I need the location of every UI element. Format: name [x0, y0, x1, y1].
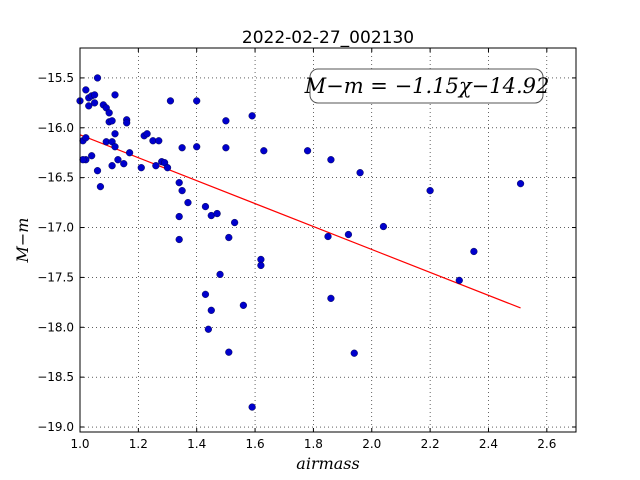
data-point [225, 348, 233, 356]
data-point [85, 102, 93, 110]
data-point [175, 235, 183, 244]
chart-title: 2022-02-27_002130 [242, 28, 414, 48]
data-point [166, 97, 175, 105]
y-tick-label: −16.0 [37, 121, 74, 135]
data-point [108, 117, 116, 125]
data-points [76, 74, 525, 411]
data-point [82, 86, 90, 94]
x-tick-label: 1.8 [304, 437, 323, 451]
data-point [90, 91, 99, 99]
x-tick-label: 1.0 [70, 437, 89, 451]
data-point [257, 255, 265, 264]
y-tick-label: −18.5 [37, 370, 74, 384]
data-point [155, 137, 163, 145]
x-tick-label: 2.4 [479, 437, 498, 451]
data-point [193, 143, 201, 151]
data-point [79, 156, 87, 164]
data-point [257, 261, 265, 270]
y-tick-label: −15.5 [37, 71, 74, 85]
x-tick-label: 2.6 [537, 437, 556, 451]
x-tick-label: 2.2 [421, 437, 440, 451]
data-point [426, 187, 434, 195]
data-point [213, 209, 221, 218]
data-point [175, 212, 183, 221]
data-point [516, 180, 525, 188]
x-tick-label: 1.6 [246, 437, 265, 451]
data-point [260, 147, 268, 155]
data-point [96, 183, 105, 191]
data-point [178, 144, 186, 152]
data-point [222, 117, 230, 125]
x-tick-labels: 1.0 1.2 1.4 1.6 1.8 2.0 2.2 2.4 2.6 [70, 437, 556, 451]
data-point [93, 167, 102, 175]
data-point [111, 143, 119, 151]
axis-ticks [79, 48, 576, 432]
data-point [216, 270, 224, 279]
data-point [324, 232, 332, 241]
data-point [184, 198, 192, 207]
data-point [88, 152, 96, 160]
data-point [163, 164, 172, 172]
data-point [344, 230, 353, 239]
data-point [108, 162, 116, 170]
annotation-box [309, 68, 544, 104]
data-point [248, 112, 256, 120]
data-point [111, 91, 119, 99]
data-point [120, 160, 128, 168]
y-axis-label: M−m [13, 218, 32, 264]
data-point [225, 233, 233, 242]
y-tick-label: −17.0 [37, 221, 74, 235]
y-tick-label: −17.5 [37, 270, 74, 284]
data-point [105, 109, 113, 117]
data-point [137, 164, 145, 172]
data-point [126, 149, 134, 157]
data-point [193, 97, 201, 105]
data-point [303, 147, 312, 155]
y-tick-label: −18.0 [37, 320, 74, 334]
data-point [350, 349, 358, 357]
data-point [82, 134, 90, 142]
fit-equation-annotation: M−m = −1.15χ−14.92 [304, 74, 550, 98]
data-point [455, 276, 463, 284]
data-point [356, 169, 364, 177]
data-point [379, 222, 388, 231]
data-point [123, 119, 131, 127]
x-axis-label: airmass [296, 454, 359, 473]
data-point [470, 247, 478, 256]
x-tick-label: 2.0 [362, 437, 381, 451]
data-point [114, 156, 122, 164]
data-point [90, 99, 99, 107]
data-point [239, 301, 247, 309]
data-point [178, 187, 186, 195]
data-point [222, 144, 230, 152]
x-tick-label: 1.4 [187, 437, 206, 451]
data-point [143, 130, 151, 138]
data-point [231, 218, 239, 227]
data-point [204, 325, 212, 333]
y-tick-label: −19.0 [37, 420, 74, 434]
data-point [327, 294, 335, 302]
data-point [207, 306, 215, 314]
data-point [201, 202, 210, 211]
y-tick-labels: −15.5 −16.0 −16.5 −17.0 −17.5 −18.0 −18.5 −19.0 [37, 71, 74, 434]
plot-frame [79, 47, 577, 433]
data-point [111, 130, 119, 138]
data-point [327, 156, 335, 164]
data-point [93, 74, 102, 82]
x-tick-label: 1.2 [129, 437, 148, 451]
data-point [152, 162, 160, 170]
data-point [248, 403, 256, 411]
y-tick-label: −16.5 [37, 171, 74, 185]
data-point [201, 290, 210, 298]
data-point [175, 179, 183, 187]
